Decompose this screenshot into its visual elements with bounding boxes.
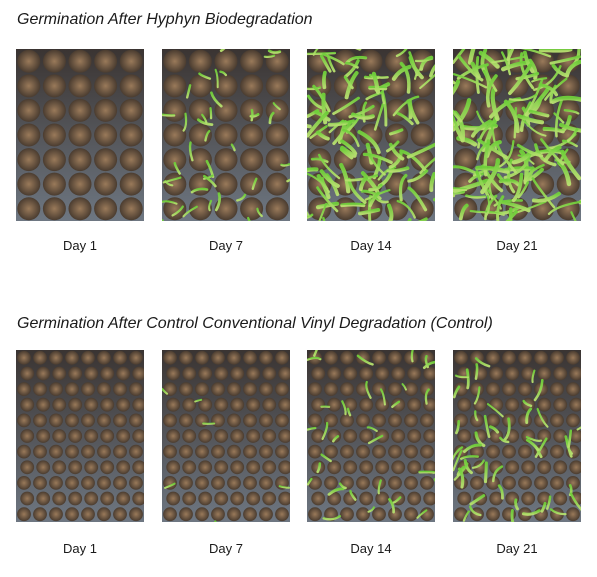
day-label-hyphyn-day-14: Day 14 <box>350 238 392 253</box>
photo-hyphyn-day-14 <box>307 49 435 221</box>
photo-control-day-21 <box>453 350 581 522</box>
day-label-control-day-14: Day 14 <box>350 541 392 556</box>
photo-control-day-14 <box>307 350 435 522</box>
day-label-hyphyn-day-1: Day 1 <box>63 238 97 253</box>
tray-photo-hyphyn-day-14-graphic <box>307 49 435 221</box>
day-label-control-day-7: Day 7 <box>209 541 243 556</box>
photo-control-day-1 <box>16 350 144 522</box>
tray-photo-control-day-14-graphic <box>307 350 435 522</box>
photo-hyphyn-day-1 <box>16 49 144 221</box>
tray-photo-hyphyn-day-1-graphic <box>16 49 144 221</box>
photo-control-day-7 <box>162 350 290 522</box>
photo-hyphyn-day-21 <box>453 49 581 221</box>
section-title-control: Germination After Control Conventional V… <box>17 315 493 332</box>
day-label-hyphyn-day-7: Day 7 <box>209 238 243 253</box>
day-label-control-day-21: Day 21 <box>496 541 538 556</box>
section-title-hyphyn: Germination After Hyphyn Biodegradation <box>17 11 313 28</box>
day-label-hyphyn-day-21: Day 21 <box>496 238 538 253</box>
photo-hyphyn-day-7 <box>162 49 290 221</box>
day-label-control-day-1: Day 1 <box>63 541 97 556</box>
tray-photo-hyphyn-day-7-graphic <box>162 49 290 221</box>
tray-photo-control-day-21-graphic <box>453 350 581 522</box>
tray-photo-control-day-1-graphic <box>16 350 144 522</box>
tray-photo-control-day-7-graphic <box>162 350 290 522</box>
tray-photo-hyphyn-day-21-graphic <box>453 49 581 221</box>
